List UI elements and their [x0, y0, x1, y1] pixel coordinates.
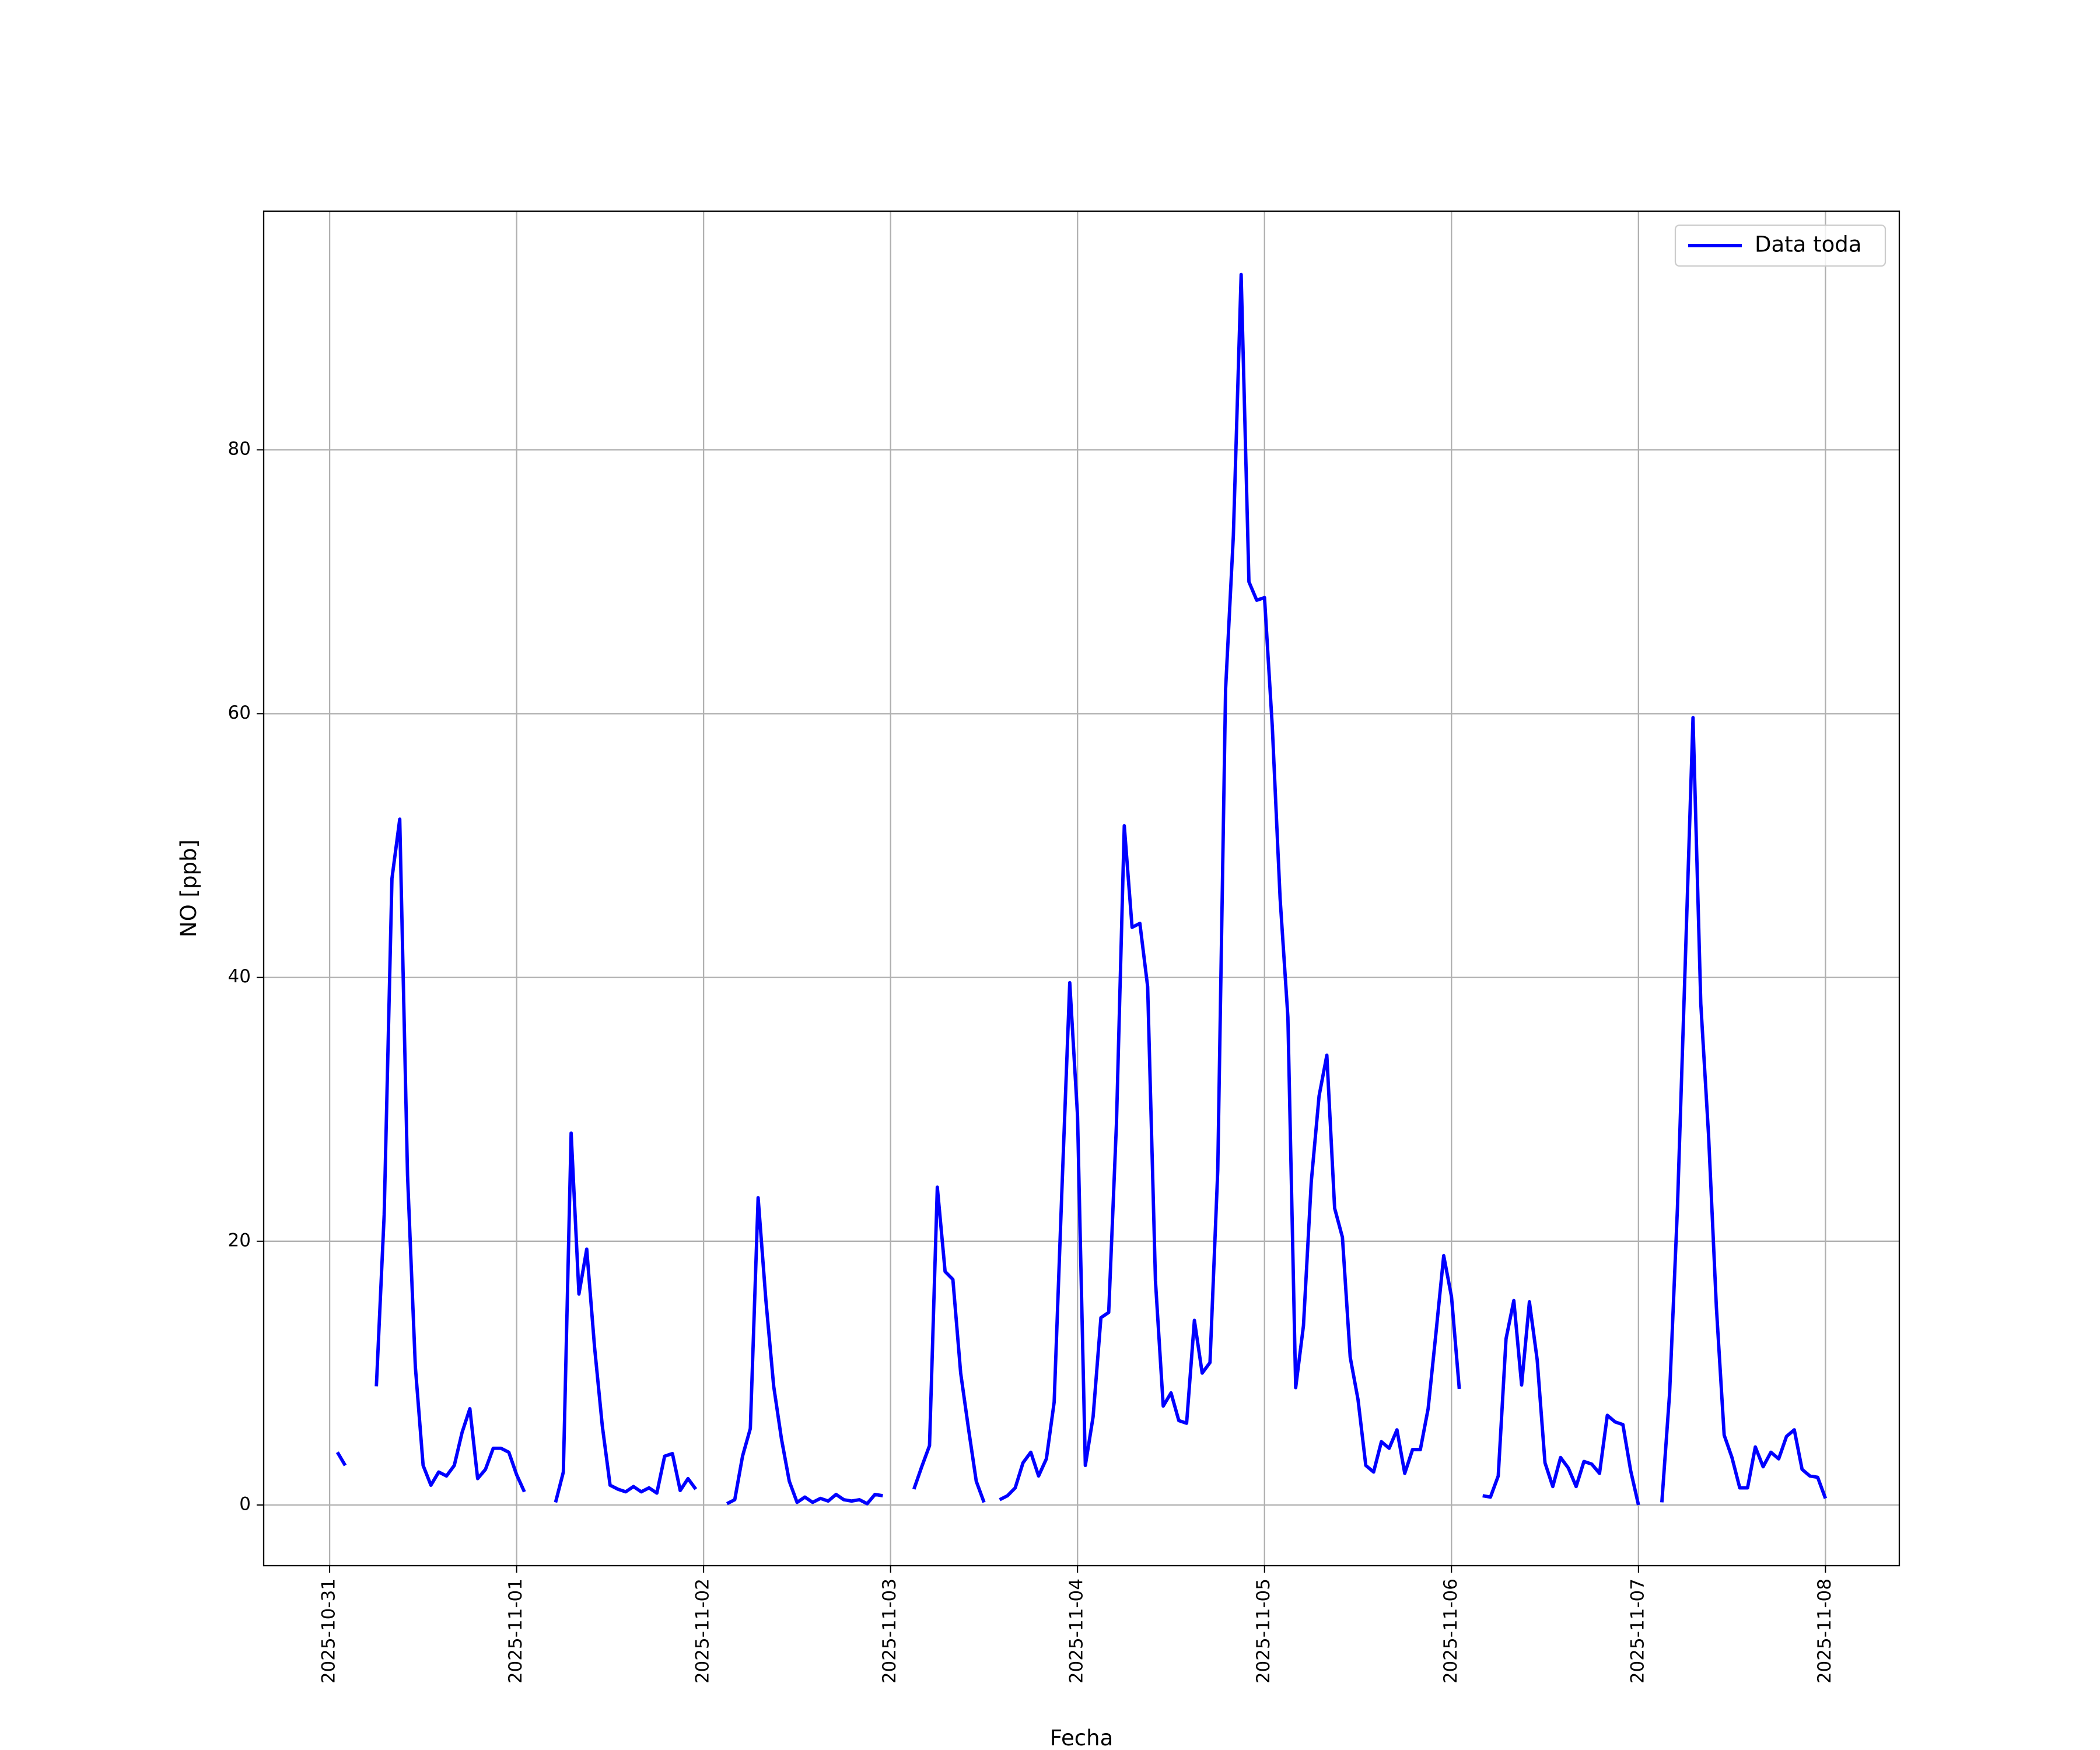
- axes-frame: [262, 210, 1901, 1567]
- legend: Data toda: [1674, 224, 1887, 267]
- x-tick-label: 2025-11-06: [1440, 1578, 1461, 1684]
- x-axis-label: Fecha: [1050, 1726, 1114, 1750]
- x-tick-label: 2025-11-04: [1066, 1578, 1087, 1684]
- y-tick-label: 60: [228, 702, 251, 723]
- x-tick-label: 2025-11-07: [1627, 1578, 1648, 1684]
- legend-label: Data toda: [1755, 232, 1861, 257]
- data-line: [335, 272, 1828, 1506]
- y-tick-label: 0: [239, 1493, 251, 1514]
- x-tick-label: 2025-10-31: [318, 1578, 340, 1684]
- x-tick-label: 2025-11-01: [505, 1578, 526, 1684]
- x-tick-label: 2025-11-08: [1814, 1578, 1835, 1684]
- x-tick-label: 2025-11-02: [692, 1578, 713, 1684]
- y-tick-label: 80: [228, 439, 251, 460]
- y-axis-label: NO [ppb]: [176, 839, 201, 937]
- legend-box: [1674, 224, 1887, 267]
- y-tick-label: 40: [228, 966, 251, 987]
- x-tick-label: 2025-11-03: [879, 1578, 900, 1684]
- y-tick-label: 20: [228, 1230, 251, 1251]
- x-tick-label: 2025-11-05: [1253, 1578, 1274, 1684]
